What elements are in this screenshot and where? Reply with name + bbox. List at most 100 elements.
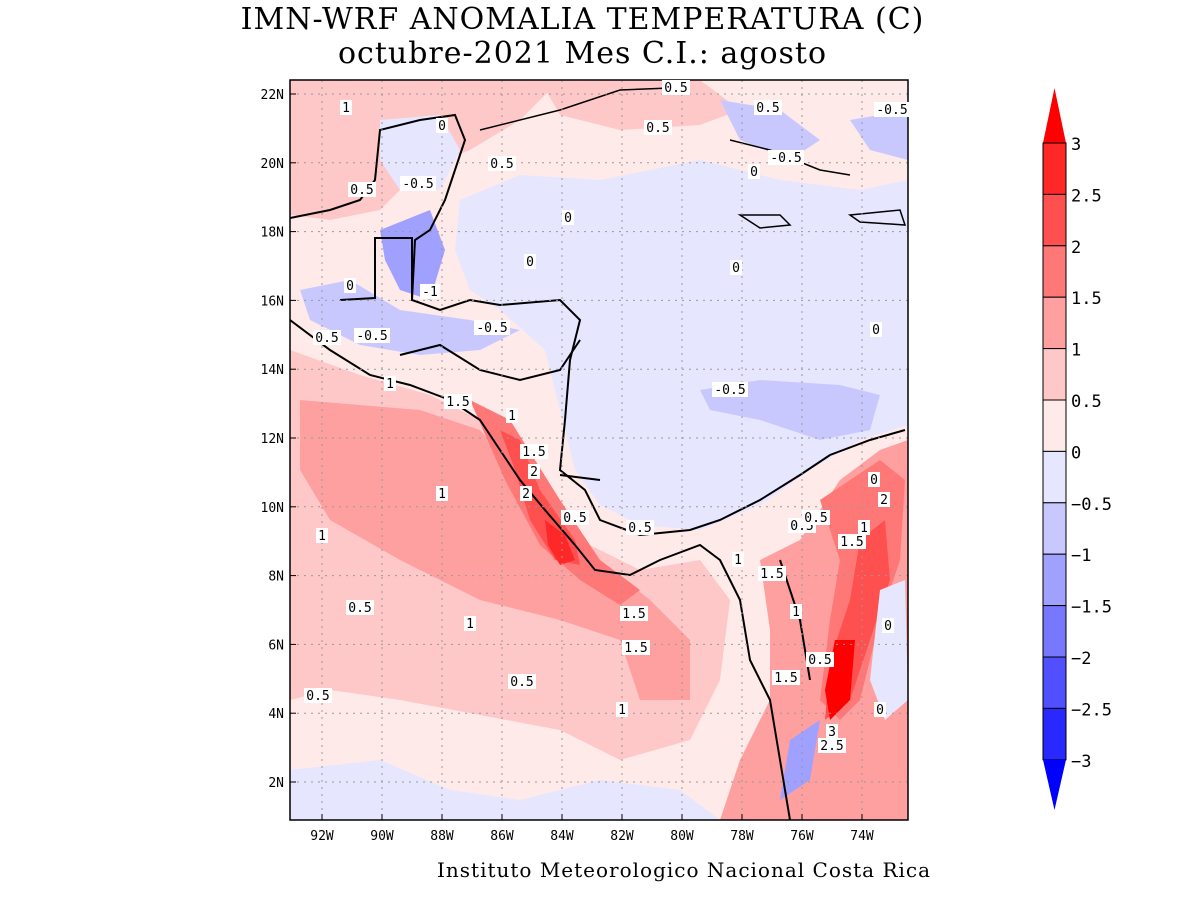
colorbar-label: −1	[1071, 546, 1091, 566]
colorbar-segment	[1042, 656, 1067, 709]
lon-tick-label: 88W	[430, 829, 454, 844]
contour-label: 0	[884, 619, 892, 634]
contour-label-bg	[882, 618, 894, 633]
colorbar-label: 1.5	[1071, 289, 1102, 309]
country-borders	[339, 237, 811, 681]
colorbar-label: −1.5	[1071, 598, 1112, 618]
contour-label-bg	[444, 394, 472, 409]
map-frame	[289, 79, 909, 821]
field-2.5-3	[545, 520, 575, 565]
contour-label-bg	[316, 528, 328, 543]
contour-label: 1	[618, 703, 626, 718]
colorbar-upper-arrow	[1043, 88, 1066, 143]
colorbar-label: −2	[1071, 649, 1091, 669]
colorbar-label: −2.5	[1071, 700, 1112, 720]
contour-label-bg	[748, 164, 760, 179]
contour-label: 1	[508, 409, 516, 424]
contour-label-bg	[870, 322, 882, 337]
contour-label-bg	[400, 176, 436, 191]
contour-label-bg	[508, 674, 536, 689]
contour-label: 0.5	[563, 511, 586, 526]
contour-label-bg	[528, 464, 540, 479]
lon-tick-label: 74W	[850, 829, 874, 844]
contour-label: 2	[522, 487, 530, 502]
contour-label-bg	[506, 408, 518, 423]
contour-label: 1	[734, 553, 742, 568]
contour-label-bg	[874, 102, 910, 117]
contour-label: 0	[438, 119, 446, 134]
colorbar-segment	[1042, 399, 1067, 452]
contour-label: 1.5	[774, 671, 797, 686]
contour-label-bg	[474, 320, 510, 335]
contour-label-bg	[758, 566, 786, 581]
contour-label: 0.5	[348, 601, 371, 616]
contour-label-bg	[626, 520, 654, 535]
pacific-coastline	[290, 319, 791, 820]
contour-label-bg	[838, 534, 866, 549]
contour-label: 0.5	[756, 101, 779, 116]
contour-label-bg	[826, 724, 838, 739]
contour-label: 1.5	[624, 641, 647, 656]
contour-label-bg	[818, 738, 846, 753]
contour-label-bg	[874, 702, 886, 717]
chart-title: IMN-WRF ANOMALIA TEMPERATURA (C)	[240, 2, 925, 37]
contour-label: 0.5	[628, 521, 651, 536]
contour-label-bg	[436, 486, 448, 501]
contour-label: 0	[526, 255, 534, 270]
contour-label-bg	[488, 156, 516, 171]
contour-label: 0.5	[490, 157, 513, 172]
field-minus0.5-0	[870, 580, 908, 720]
contour-label-bg	[616, 702, 628, 717]
colorbar-label: 0.5	[1071, 392, 1102, 412]
contour-label-bg	[732, 552, 744, 567]
contour-label-bg	[868, 472, 880, 487]
contour-label: 1	[860, 521, 868, 536]
contour-label: 1	[438, 487, 446, 502]
colorbar: 3 2.5 2 1.5 1 0.5 0 −0.5 −1 −1.5 −2 −2.5 −3	[1042, 88, 1112, 810]
contour-label-bg	[313, 330, 341, 345]
contour-label: 0	[564, 211, 572, 226]
lat-tick-label: 8N	[268, 570, 284, 585]
contour-label: 2	[530, 465, 538, 480]
field-minus0.5-0	[380, 115, 460, 190]
contour-label-bg	[806, 652, 834, 667]
contour-label: 1.5	[760, 567, 783, 582]
lon-tick-label: 76W	[790, 829, 814, 844]
colorbar-label: −3	[1071, 752, 1091, 772]
contour-label-bg	[344, 278, 356, 293]
colorbar-segment	[1042, 605, 1067, 658]
field-minus0.5-0	[290, 760, 720, 820]
lat-tick-label: 16N	[261, 294, 284, 309]
anomaly-field	[290, 80, 908, 820]
contour-label: 1	[792, 605, 800, 620]
field-minus1.5-minus1	[780, 720, 820, 800]
chart-subtitle: octubre-2021 Mes C.I.: agosto	[337, 36, 828, 71]
contour-label-bg	[878, 492, 890, 507]
colorbar-lower-arrow	[1043, 759, 1066, 810]
lat-tick-label: 12N	[261, 432, 284, 447]
contour-label: 1.5	[522, 445, 545, 460]
lat-tick-label: 22N	[261, 88, 284, 103]
contour-label: 0.5	[510, 675, 533, 690]
lon-tick-label: 84W	[550, 829, 574, 844]
contour-label: 1.5	[840, 535, 863, 550]
contour-label: 0.5	[808, 653, 831, 668]
colorbar-label: 0	[1071, 443, 1081, 463]
colorbar-segment	[1042, 245, 1067, 298]
contour-label: -0.5	[714, 383, 745, 398]
contour-label-bg	[662, 80, 690, 95]
contour-label-bg	[340, 100, 352, 115]
lon-tick-label: 80W	[670, 829, 694, 844]
contour-label-bg	[622, 640, 650, 655]
colorbar-label: 1	[1071, 341, 1081, 361]
contour-label: 1	[466, 617, 474, 632]
lat-tick-label: 10N	[261, 501, 284, 516]
contour-label-bg	[348, 182, 376, 197]
lon-tick-label: 86W	[490, 829, 514, 844]
contour-label-bg	[436, 118, 448, 133]
contour-label: 0	[872, 323, 880, 338]
contour-label: 1.5	[446, 395, 469, 410]
contour-label: 0.5	[804, 511, 827, 526]
field-minus1-minus0.5	[720, 100, 820, 160]
